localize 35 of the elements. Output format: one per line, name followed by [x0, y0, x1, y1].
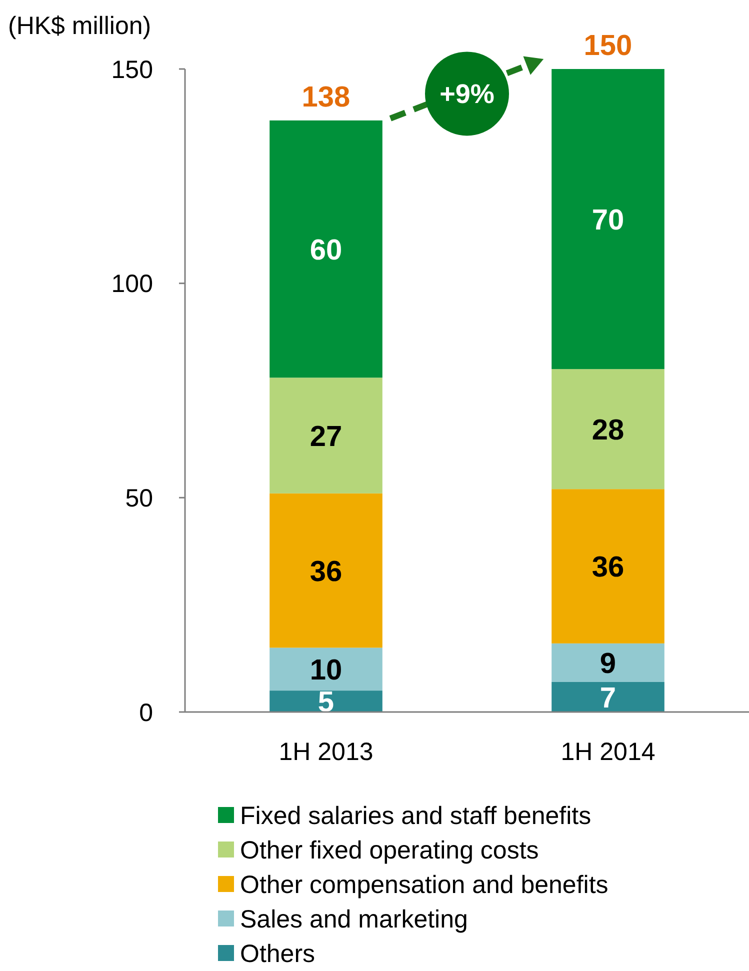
data-label: 27	[310, 420, 342, 453]
total-label: 138	[302, 81, 350, 114]
bar	[552, 69, 664, 370]
x-tick-label: 1H 2014	[560, 738, 656, 766]
y-tick-label: 0	[139, 698, 153, 727]
data-label: 10	[310, 654, 342, 687]
bar	[270, 378, 382, 494]
bar	[552, 489, 664, 644]
data-label: 5	[318, 686, 334, 719]
bar	[270, 493, 382, 648]
data-label: 7	[600, 682, 616, 714]
bar	[552, 369, 664, 490]
y-tick-label: 100	[111, 270, 153, 298]
legend-label: Sales and marketing	[240, 905, 468, 934]
data-label: 36	[592, 552, 624, 584]
data-label: 28	[592, 414, 624, 447]
data-label: 9	[600, 648, 616, 680]
bar	[552, 682, 664, 712]
bar	[270, 648, 382, 691]
bar	[552, 643, 664, 682]
y-tick-label: 50	[125, 484, 153, 512]
y-tick-label: 150	[111, 56, 153, 84]
x-tick-label: 1H 2013	[278, 738, 374, 766]
data-label: 60	[310, 234, 342, 266]
data-label: 36	[310, 556, 342, 588]
legend-label: Fixed salaries and staff benefits	[240, 802, 592, 830]
data-label: 70	[592, 204, 624, 236]
annotation: +9%	[440, 79, 494, 110]
y-axis-title: (HK$ million)	[8, 12, 152, 40]
bar	[270, 120, 382, 378]
legend-label: Other compensation and benefits	[240, 870, 608, 899]
legend-label: Other fixed operating costs	[240, 836, 539, 864]
legend-label: Others	[240, 940, 316, 968]
total-label: 150	[584, 30, 632, 62]
bar	[270, 690, 382, 712]
